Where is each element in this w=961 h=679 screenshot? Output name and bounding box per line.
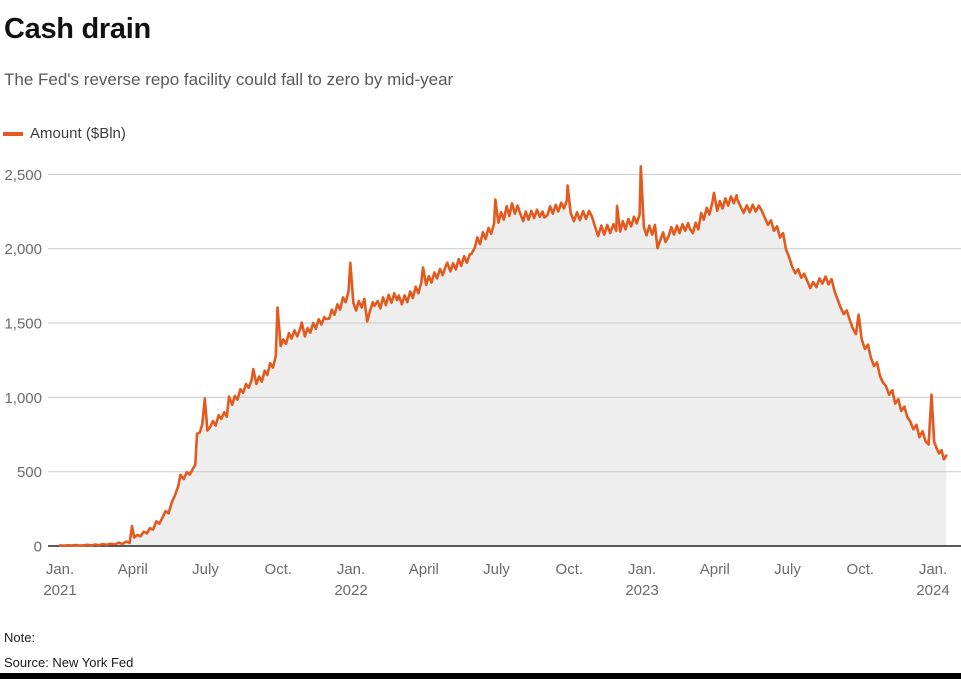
x-axis-year-label: 2022 [334, 582, 367, 599]
chart-title: Cash drain [4, 13, 151, 45]
x-axis-tick-label: April [118, 561, 148, 578]
x-axis-tick-label: April [700, 561, 730, 578]
area-chart: 0 500 1,000 1,500 2,000 2,500 Jan. 2021 April Jul… [4, 165, 961, 599]
x-axis-year-label: 2021 [43, 582, 76, 599]
x-axis-tick-label: Jan. 2021 [43, 561, 76, 599]
series-line [58, 165, 948, 547]
y-axis-tick-label: 1,500 [4, 316, 42, 333]
legend-line-swatch [3, 131, 23, 136]
chart-subtitle: The Fed's reverse repo facility could fa… [4, 70, 454, 89]
source-label: Source: New York Fed [4, 655, 134, 670]
x-axis-tick-label: Jan. 2023 [625, 561, 658, 599]
x-axis-tick-label: Jan. 2024 [916, 561, 949, 599]
y-axis-tick-label: 500 [17, 464, 42, 481]
y-axis-tick-label: 2,000 [4, 241, 42, 258]
x-axis-year-label: 2023 [625, 582, 658, 599]
y-axis-tick-label: 0 [34, 539, 42, 556]
series-area-fill [60, 166, 947, 547]
x-axis-tick-label: July [774, 561, 801, 578]
x-axis-tick-label: Jan. 2022 [334, 561, 367, 599]
x-axis-tick-label: Oct. [847, 561, 875, 578]
legend: Amount ($Bln) [3, 125, 126, 142]
x-axis-tick-label: Oct. [556, 561, 584, 578]
x-axis-tick-label: Oct. [265, 561, 293, 578]
bottom-bar [0, 673, 961, 679]
x-axis-tick-label: July [483, 561, 510, 578]
legend-label: Amount ($Bln) [30, 125, 126, 142]
x-axis-tick-label: July [192, 561, 219, 578]
x-axis-tick-label: April [409, 561, 439, 578]
y-axis-tick-label: 2,500 [4, 167, 42, 184]
x-axis-year-label: 2024 [916, 582, 949, 599]
y-axis-tick-label: 1,000 [4, 390, 42, 407]
note-label: Note: [4, 630, 36, 645]
